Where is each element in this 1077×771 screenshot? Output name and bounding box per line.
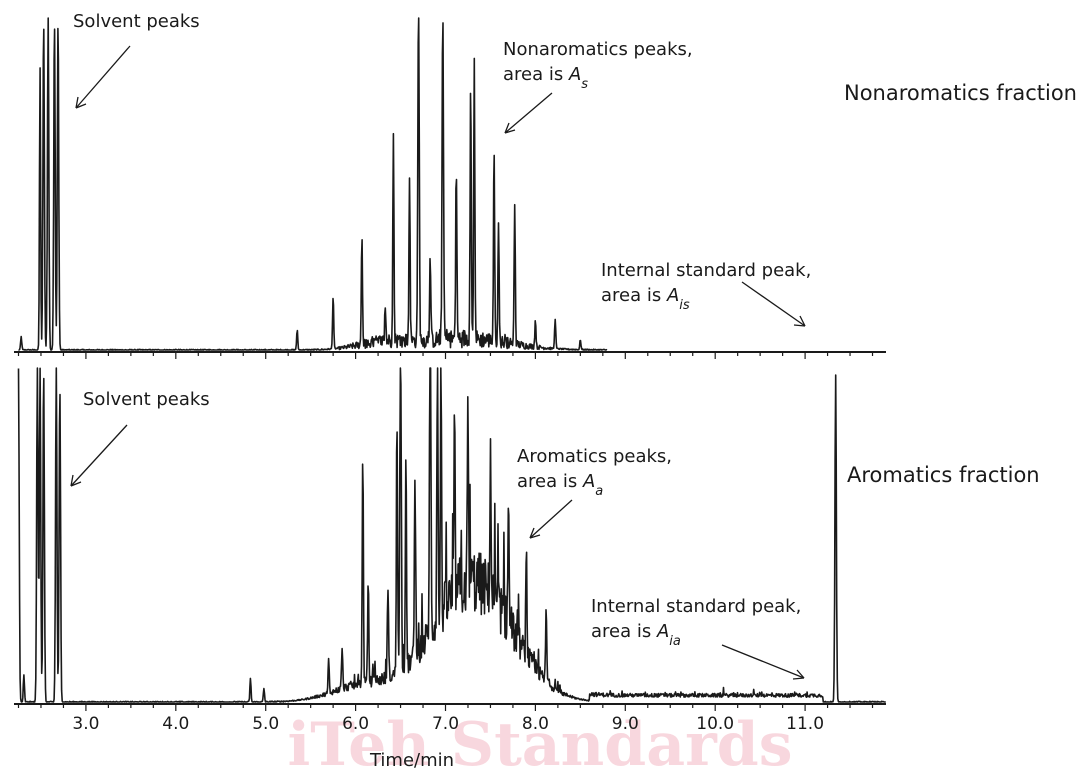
x-tick-label: 5.0: [252, 714, 279, 734]
x-tick-label: 7.0: [432, 714, 459, 734]
internal-standard-area-label-bottom: area is Aia: [591, 621, 681, 649]
top-axis-ticks: [17, 352, 874, 359]
nonaromatics-fraction-label: Nonaromatics fraction: [844, 81, 1077, 105]
nonaromatics-peaks-label: Nonaromatics peaks,: [503, 39, 693, 60]
aromatics-panel: 3.0 4.0 5.0 6.0 7.0 8.0 9.0 10.0 11.0 Time/min S…: [14, 367, 1040, 771]
solvent-arrowhead-bottom: [70, 474, 82, 487]
x-axis-title: Time/min: [369, 750, 454, 771]
x-tick-label: 9.0: [612, 714, 639, 734]
nonaromatics-area-label: area is As: [503, 64, 588, 92]
solvent-arrow-top: [75, 45, 131, 109]
nonaromatics-arrow: [504, 92, 553, 134]
aromatics-fraction-label: Aromatics fraction: [847, 463, 1040, 487]
nonaromatics-panel: Solvent peaks Nonaromatics peaks, area i…: [14, 11, 1077, 359]
nonaromatics-trace: [18, 17, 608, 351]
internal-standard-arrowhead-bottom: [792, 669, 805, 680]
solvent-arrowhead-top: [75, 96, 87, 109]
internal-standard-label-bottom: Internal standard peak,: [591, 596, 801, 617]
x-tick-labels: 3.0 4.0 5.0 6.0 7.0 8.0 9.0 10.0 11.0: [72, 714, 824, 734]
aromatics-peaks-label: Aromatics peaks,: [517, 446, 672, 467]
internal-standard-area-label-top: area is Ais: [601, 285, 690, 313]
aromatics-trace: [17, 367, 887, 703]
aromatics-area-label: area is Aa: [517, 471, 603, 499]
solvent-peaks-label-bottom: Solvent peaks: [83, 389, 210, 410]
x-tick-label: 8.0: [522, 714, 549, 734]
internal-standard-arrow-top: [741, 281, 806, 327]
internal-standard-arrowhead-top: [793, 315, 806, 327]
nonaromatics-arrowhead: [504, 122, 516, 134]
watermark: iTeh Standards: [288, 710, 793, 771]
x-tick-label: 3.0: [72, 714, 99, 734]
bottom-axis-ticks: [17, 704, 874, 711]
internal-standard-label-top: Internal standard peak,: [601, 260, 811, 281]
aromatics-arrowhead: [529, 527, 541, 539]
x-tick-label: 4.0: [162, 714, 189, 734]
x-tick-label: 10.0: [696, 714, 734, 734]
solvent-peaks-label-top: Solvent peaks: [73, 11, 200, 32]
internal-standard-arrow-bottom: [721, 644, 805, 679]
aromatics-arrow: [529, 499, 573, 539]
x-tick-label: 11.0: [786, 714, 824, 734]
x-tick-label: 6.0: [342, 714, 369, 734]
solvent-arrow-bottom: [70, 424, 128, 487]
